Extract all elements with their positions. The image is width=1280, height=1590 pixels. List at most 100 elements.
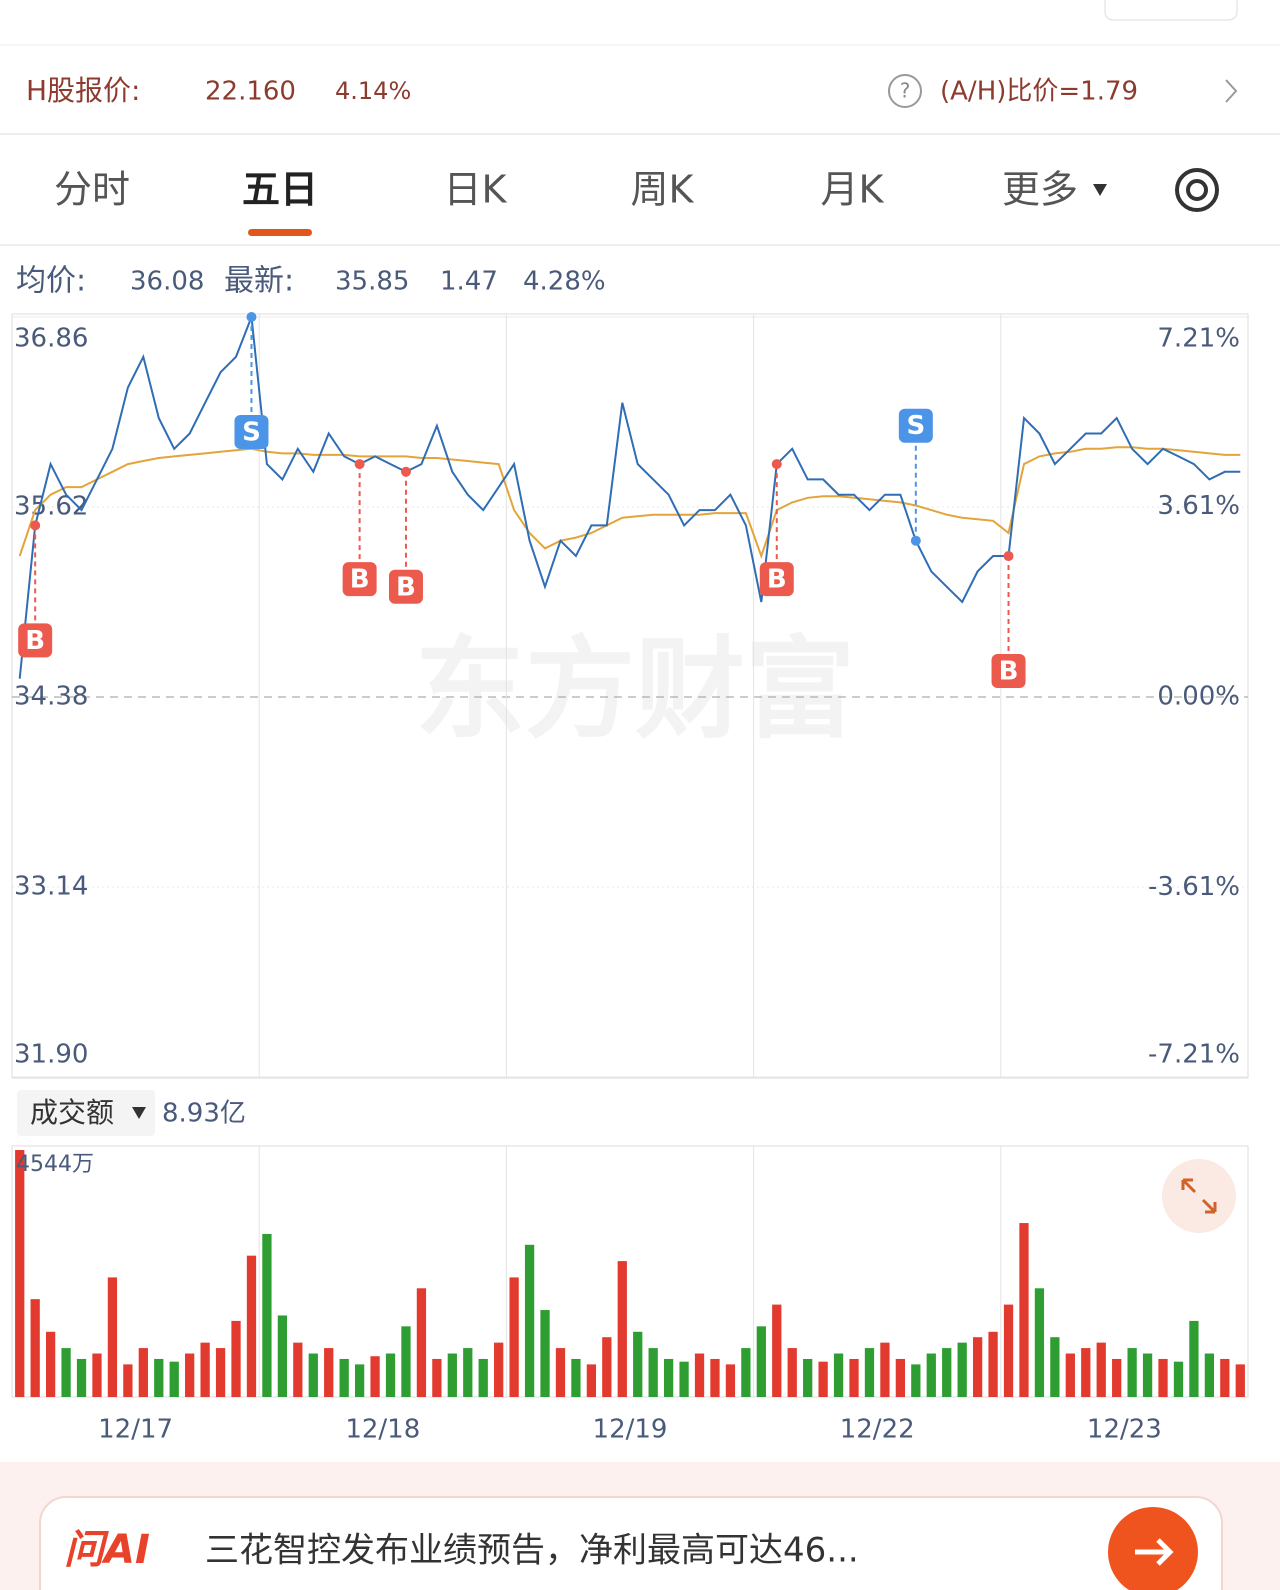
volume-bar xyxy=(679,1361,689,1397)
volume-bar xyxy=(1081,1348,1091,1397)
volume-bar xyxy=(1003,1304,1014,1397)
marker-dot xyxy=(354,459,365,470)
tab[interactable]: 日K xyxy=(444,168,508,212)
volume-bar xyxy=(571,1358,581,1397)
y2-tick-label: -7.21% xyxy=(1148,1040,1240,1070)
volume-bar xyxy=(880,1342,890,1397)
dropdown-arrow xyxy=(132,1107,146,1119)
volume-bar xyxy=(942,1348,952,1397)
marker-badge[interactable] xyxy=(898,408,933,443)
y-tick-label: 33.14 xyxy=(14,872,88,902)
volume-bar xyxy=(617,1261,627,1397)
volume-bar xyxy=(277,1315,288,1397)
volume-bar xyxy=(756,1326,766,1397)
info-pct: 4.28% xyxy=(523,267,606,297)
volume-bar xyxy=(555,1348,566,1397)
marker-dot xyxy=(246,312,257,322)
volume-bar xyxy=(957,1342,967,1397)
marker-dot xyxy=(30,520,41,531)
volume-bar xyxy=(1034,1288,1045,1397)
marker-badge[interactable] xyxy=(759,562,794,597)
more-button[interactable] xyxy=(1104,0,1238,21)
marker-badge[interactable] xyxy=(388,569,423,604)
volume-bar xyxy=(972,1337,983,1397)
volume-bar xyxy=(1220,1358,1230,1397)
volume-frame xyxy=(11,1145,1249,1398)
volume-bar xyxy=(602,1337,612,1397)
tab[interactable]: 五日 xyxy=(242,168,318,212)
banner-logo: 问AI xyxy=(64,1527,150,1573)
y-tick-label: 35.62 xyxy=(14,492,88,522)
banner-card[interactable] xyxy=(39,1496,1223,1590)
volume-bar xyxy=(138,1348,148,1397)
volume-bar xyxy=(1127,1348,1137,1397)
y-tick-label: 34.38 xyxy=(14,682,88,712)
y2-tick-label: 0.00% xyxy=(1157,682,1240,712)
date-label: 12/18 xyxy=(345,1415,420,1445)
marker-label: B xyxy=(767,565,787,595)
tab[interactable]: 周K xyxy=(631,168,695,212)
volume-bar xyxy=(694,1353,705,1397)
marker-badge[interactable] xyxy=(991,654,1026,689)
marker-label: B xyxy=(25,626,45,656)
tab[interactable]: 更多 xyxy=(1002,168,1078,212)
volume-selector[interactable] xyxy=(17,1090,155,1136)
volume-bar xyxy=(324,1348,334,1397)
marker-dot xyxy=(1003,551,1014,562)
volume-bar xyxy=(1065,1353,1075,1397)
volume-bar xyxy=(1189,1320,1199,1397)
settings-icon[interactable] xyxy=(1175,168,1219,212)
date-label: 12/22 xyxy=(840,1415,915,1445)
tab[interactable]: 分时 xyxy=(54,168,130,212)
marker-label: B xyxy=(396,572,416,602)
marker-badge[interactable] xyxy=(18,623,53,658)
volume-bar xyxy=(586,1364,597,1397)
volume-bar xyxy=(354,1364,365,1397)
help-icon[interactable] xyxy=(888,74,922,108)
volume-bar xyxy=(1112,1358,1122,1397)
banner-text: 三花智控发布业绩预告，净利最高可达46... xyxy=(205,1531,859,1571)
volume-bar xyxy=(1019,1223,1029,1397)
gear-ring xyxy=(1175,168,1219,212)
marker-badge[interactable] xyxy=(342,562,377,597)
y2-tick-label: -3.61% xyxy=(1148,872,1240,902)
volume-bar xyxy=(200,1342,210,1397)
y2-tick-label: 3.61% xyxy=(1157,491,1240,521)
volume-bar xyxy=(61,1348,71,1397)
volume-bar xyxy=(741,1348,751,1397)
volume-bar xyxy=(648,1348,658,1397)
volume-bar xyxy=(494,1342,504,1397)
expand-icon xyxy=(1181,1178,1217,1214)
volume-bar xyxy=(385,1353,396,1397)
volume-bar xyxy=(772,1304,782,1397)
banner-go[interactable] xyxy=(1108,1507,1198,1590)
volume-selector-label: 成交额 xyxy=(30,1096,114,1129)
volume-bar xyxy=(30,1299,40,1397)
marker-dot xyxy=(400,466,411,477)
info-row: 均价: 36.08 最新: 35.85 1.47 4.28% xyxy=(16,264,606,299)
info-avg-label: 均价: xyxy=(16,264,86,299)
date-label: 12/23 xyxy=(1087,1415,1162,1445)
marker-label: B xyxy=(350,565,370,595)
volume-bar xyxy=(818,1361,828,1397)
price-chart: 31.90 33.14 34.38 35.62 36.86 -7.21% -3.61% 0.0… xyxy=(12,312,1248,1078)
marker-label: S xyxy=(906,411,925,441)
volume-bar xyxy=(787,1348,797,1397)
volume-total: 8.93亿 xyxy=(162,1099,246,1129)
chevron xyxy=(1225,79,1238,103)
volume-bar xyxy=(1142,1353,1153,1397)
info-avg: 36.08 xyxy=(130,267,204,297)
marker-badge[interactable] xyxy=(234,415,269,449)
info-latest-label: 最新: xyxy=(224,264,294,299)
date-label: 12/19 xyxy=(593,1415,668,1445)
date-axis: 12/17 12/18 12/19 12/22 12/23 xyxy=(98,1415,1162,1445)
ah-ratio[interactable]: (A/H)比价=1.79 xyxy=(940,77,1138,107)
volume-bar xyxy=(895,1358,906,1397)
tab[interactable]: 月K xyxy=(821,168,885,212)
plot-frame xyxy=(11,313,1249,1079)
expand-button[interactable] xyxy=(1162,1159,1236,1233)
volume-bar xyxy=(169,1361,179,1397)
tab-bar: 分时 五日 日K 周K 月K 更多 xyxy=(54,168,1107,236)
volume-bar xyxy=(1050,1337,1060,1397)
volume-bar xyxy=(370,1356,380,1397)
